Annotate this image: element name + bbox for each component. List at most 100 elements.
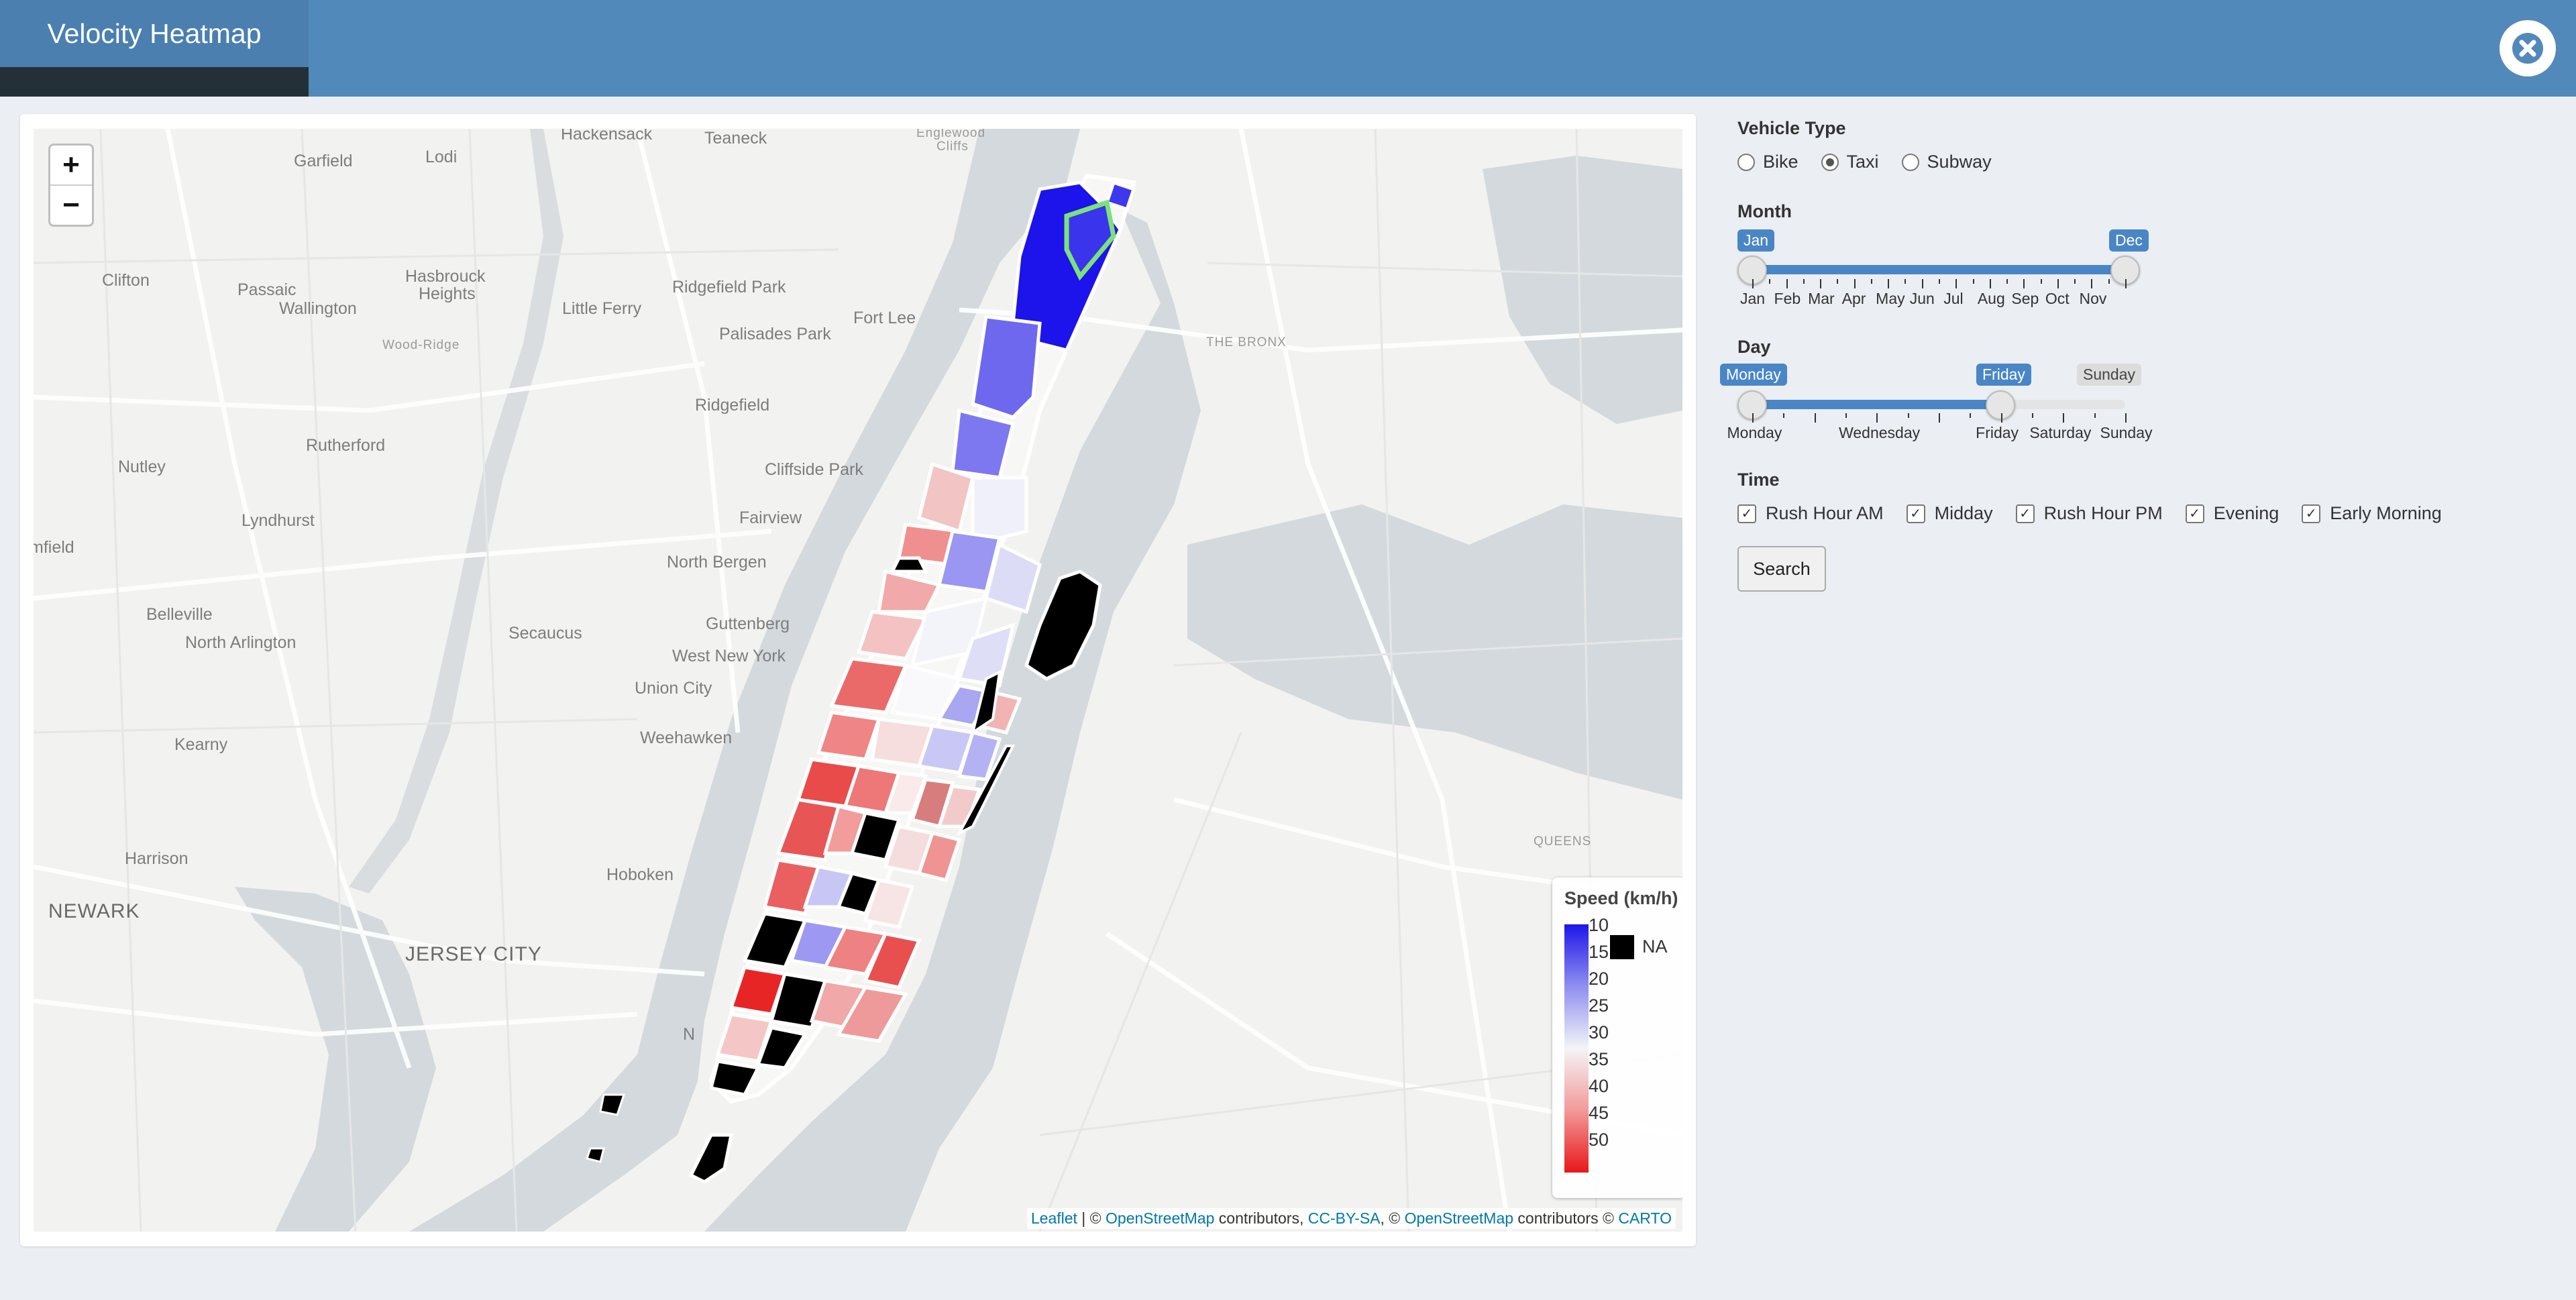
month-tick-label: Apr (1842, 290, 1866, 308)
checkbox[interactable]: ✓ (2016, 504, 2035, 523)
checkbox-rush-hour-am[interactable]: ✓ Rush Hour AM (1737, 503, 1884, 524)
place-label: Fairview (739, 508, 802, 528)
checkbox[interactable]: ✓ (1907, 504, 1925, 523)
day-from-bubble: Monday (1720, 364, 1787, 386)
legend-color-bar (1564, 924, 1589, 1173)
map-card: Hackensack Teaneck Englewood Cliffs Garf… (20, 114, 1696, 1246)
checkbox-early-morning[interactable]: ✓ Early Morning (2302, 503, 2442, 524)
license-link[interactable]: CC-BY-SA (1308, 1209, 1381, 1227)
legend-na-label: NA (1642, 936, 1668, 957)
day-to-bubble: Friday (1976, 364, 2031, 386)
radio-circle[interactable] (1902, 154, 1919, 171)
day-label: Day (1737, 337, 1771, 358)
place-label: Clifton (102, 271, 150, 290)
checkbox[interactable]: ✓ (2302, 504, 2320, 523)
checkbox-label: Early Morning (2330, 503, 2442, 524)
month-minor-tick (2006, 279, 2008, 284)
place-label: North Bergen (667, 553, 767, 572)
place-label: Cliffs (936, 140, 969, 154)
checkbox[interactable]: ✓ (2186, 504, 2204, 523)
app-title-tab[interactable]: Velocity Heatmap (0, 0, 309, 67)
radio-bike[interactable]: Bike (1737, 152, 1799, 172)
place-label: Palisades Park (719, 325, 831, 344)
attribution-text: | © (1077, 1209, 1106, 1227)
checkbox-rush-hour-pm[interactable]: ✓ Rush Hour PM (2016, 503, 2163, 524)
month-label: Month (1737, 201, 1792, 222)
legend-tick: 20 (1589, 969, 1609, 989)
time-checkbox-group: ✓ Rush Hour AM ✓ Midday ✓ Rush Hour PM ✓ Eve… (1737, 503, 2465, 524)
month-tick (1786, 279, 1788, 288)
month-minor-tick (1769, 279, 1770, 284)
month-slider-fill (1752, 265, 2127, 274)
month-minor-tick (1973, 279, 1974, 284)
month-tick (1888, 279, 1889, 288)
legend-title: Speed (km/h) (1564, 888, 1678, 909)
month-tick-label: Feb (1774, 290, 1801, 308)
place-label: Wood-Ridge (382, 338, 460, 353)
legend-tick: 40 (1589, 1076, 1609, 1097)
place-label: Union City (635, 679, 712, 698)
month-minor-tick (1939, 279, 1940, 284)
legend-tick: 50 (1589, 1130, 1609, 1150)
zoom-in-button[interactable]: + (50, 146, 92, 186)
month-tick-label: Jul (1943, 290, 1963, 308)
top-bar: Velocity Heatmap (0, 0, 2576, 97)
zoom-out-button[interactable]: − (50, 186, 92, 225)
month-tick (1955, 279, 1957, 288)
radio-label: Taxi (1847, 152, 1879, 172)
place-label: Lodi (425, 148, 457, 167)
day-slider-fill (1752, 400, 2000, 409)
day-tick (1752, 413, 1754, 423)
legend-tick: 15 (1589, 942, 1609, 963)
vehicle-type-radio-group: Bike Taxi Subway (1737, 152, 2015, 172)
month-minor-tick (2074, 279, 2076, 284)
place-label: Lyndhurst (241, 511, 315, 531)
place-label: JERSEY CITY (405, 943, 542, 966)
osm-link[interactable]: OpenStreetMap (1405, 1209, 1513, 1227)
month-tick (1752, 279, 1754, 288)
radio-label: Bike (1763, 152, 1799, 172)
month-tick-label: Jan (1740, 290, 1765, 308)
checkbox-evening[interactable]: ✓ Evening (2186, 503, 2279, 524)
place-label: Weehawken (640, 728, 732, 748)
day-tick (1783, 413, 1784, 418)
month-tick-label: Jun (1910, 290, 1935, 308)
place-label: West New York (672, 647, 786, 666)
day-tick (2063, 413, 2064, 423)
osm-link[interactable]: OpenStreetMap (1106, 1209, 1214, 1227)
search-button[interactable]: Search (1737, 546, 1826, 592)
day-tick (1908, 413, 1909, 418)
place-label: QUEENS (1534, 834, 1591, 849)
carto-link[interactable]: CARTO (1618, 1209, 1672, 1227)
map-view[interactable]: Hackensack Teaneck Englewood Cliffs Garf… (34, 129, 1682, 1232)
month-to-bubble: Dec (2109, 229, 2149, 252)
radio-circle[interactable] (1821, 154, 1839, 171)
place-label: Ridgefield (695, 396, 769, 415)
legend-tick: 10 (1589, 915, 1609, 936)
day-tick (1815, 413, 1816, 423)
day-tick-label: Monday (1727, 424, 1782, 442)
close-button[interactable] (2500, 20, 2556, 76)
radio-subway[interactable]: Subway (1902, 152, 1992, 172)
place-label: NEWARK (48, 900, 140, 923)
legend-tick: 30 (1589, 1022, 1609, 1043)
checkbox-midday[interactable]: ✓ Midday (1907, 503, 1993, 524)
place-label: Harrison (125, 849, 188, 869)
legend-tick: 25 (1589, 995, 1609, 1016)
checkbox-label: Midday (1935, 503, 1993, 524)
place-label: Kearny (174, 735, 227, 755)
legend-tick: 45 (1589, 1103, 1609, 1124)
radio-taxi[interactable]: Taxi (1821, 152, 1879, 172)
month-tick-label: May (1876, 290, 1904, 308)
attribution-text: , © (1381, 1209, 1405, 1227)
day-tick-label: Saturday (2029, 424, 2091, 442)
map-attribution: Leaflet | © OpenStreetMap contributors, … (1027, 1208, 1676, 1229)
leaflet-link[interactable]: Leaflet (1031, 1209, 1077, 1227)
app-title: Velocity Heatmap (47, 18, 261, 50)
zoom-control: + − (48, 144, 94, 227)
checkbox[interactable]: ✓ (1737, 504, 1756, 523)
month-tick-label: Sep (2011, 290, 2039, 308)
radio-circle[interactable] (1737, 154, 1755, 171)
checkbox-label: Evening (2214, 503, 2279, 524)
month-tick-label: Aug (1978, 290, 2005, 308)
